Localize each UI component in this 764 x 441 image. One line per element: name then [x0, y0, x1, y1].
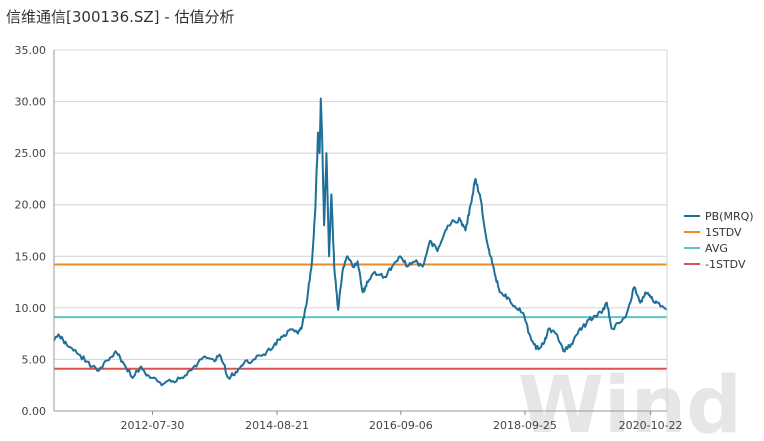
stdv-lines [54, 263, 667, 370]
chart-title: 信维通信[300136.SZ] - 估值分析 [6, 8, 235, 26]
x-axis-ticks: 2012-07-30 2014-08-21 2016-09-06 2018-09-25… [120, 411, 683, 432]
x-tick-label: 2018-09-25 [493, 419, 557, 432]
y-axis-ticks: 0.00 5.00 10.00 15.00 20.00 25.00 30.00 35.00 [15, 44, 47, 418]
x-tick-label: 2014-08-21 [245, 419, 309, 432]
pb-series [53, 97, 668, 387]
x-tick-label: 2012-07-30 [120, 419, 184, 432]
legend-label: PB(MRQ) [705, 210, 754, 223]
y-tick-label: 0.00 [22, 405, 47, 418]
y-tick-label: 25.00 [15, 147, 47, 160]
y-tick-label: 35.00 [15, 44, 47, 57]
legend: PB(MRQ) 1STDV AVG -1STDV [684, 210, 754, 271]
watermark: Wind [518, 361, 742, 441]
watermark-text: Wind [518, 361, 742, 441]
y-tick-label: 30.00 [15, 96, 47, 109]
y-tick-label: 15.00 [15, 250, 47, 263]
legend-label: -1STDV [705, 258, 746, 271]
grid-lines [54, 49, 667, 360]
legend-label: AVG [705, 242, 728, 255]
axes [53, 50, 668, 412]
x-tick-label: 2016-09-06 [369, 419, 433, 432]
x-tick-label: 2020-10-22 [619, 419, 683, 432]
y-tick-label: 10.00 [15, 302, 47, 315]
series-line-pb-mrq [53, 97, 668, 387]
legend-label: 1STDV [705, 226, 742, 239]
y-tick-label: 20.00 [15, 199, 47, 212]
y-tick-label: 5.00 [22, 353, 47, 366]
